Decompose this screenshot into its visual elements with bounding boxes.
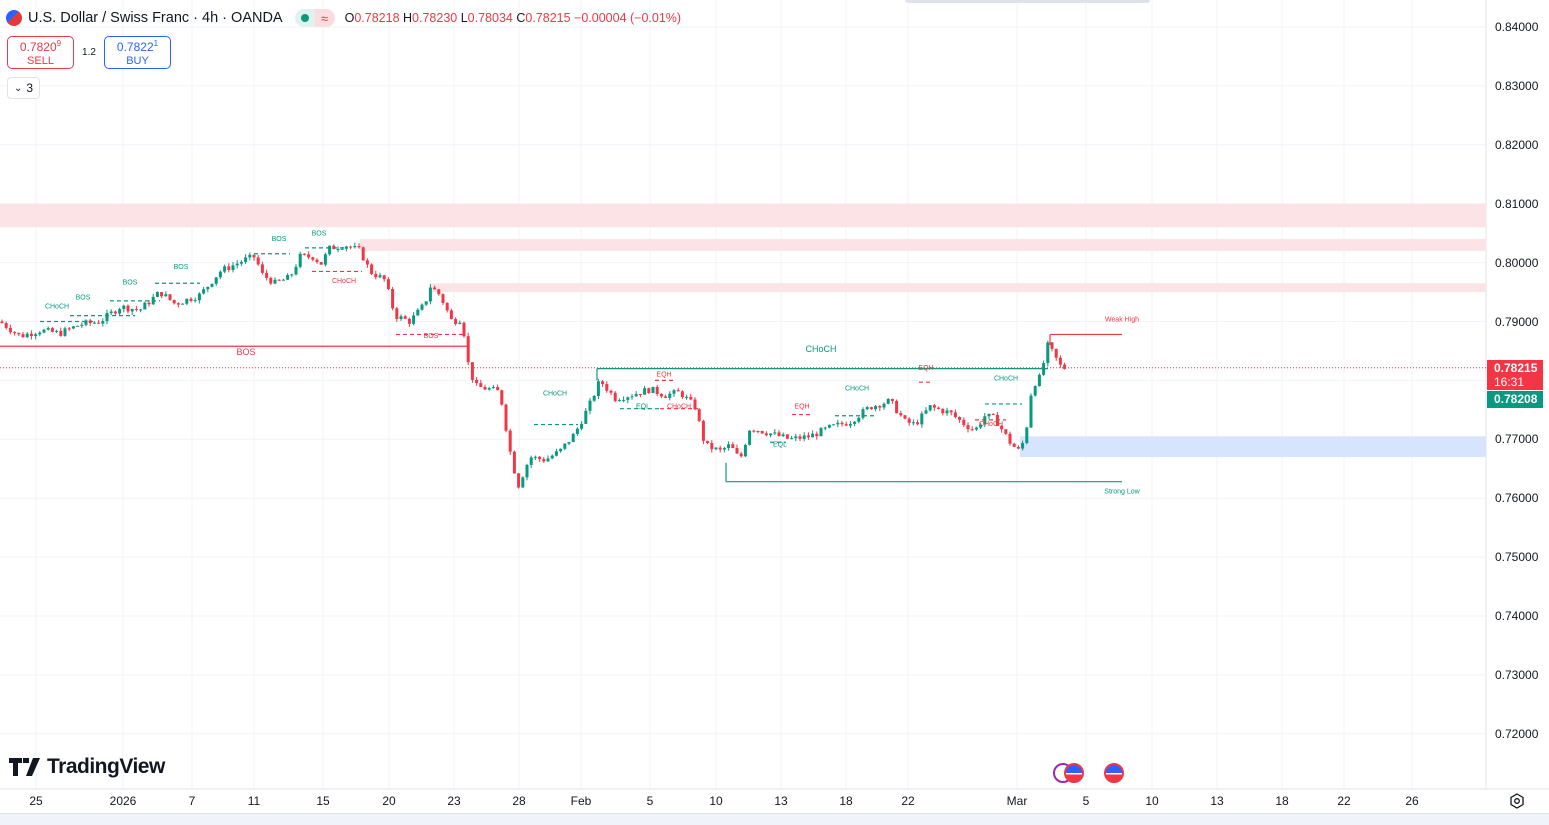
time-axis-label: Mar [1006,794,1028,808]
structure-label: BOS [174,264,189,271]
structure-label: CHoCH [845,385,869,392]
structure-label: BOS [76,295,91,302]
price-axis-label: 0.75000 [1495,550,1539,565]
chevron-down-icon: ⌄ [14,82,23,94]
time-axis-label: 18 [839,794,853,808]
structure-label: EQL [773,441,787,448]
bid-price-tag: 0.78208 [1487,391,1543,408]
structure-label: CHoCH [332,278,356,285]
price-axis-label: 0.77000 [1495,432,1539,447]
structure-label: CHoCH [45,304,69,311]
trade-buttons: 0.78209 SELL 1.2 0.78221 BUY [7,36,171,69]
time-axis-label: 26 [1405,794,1419,808]
structure-label: EQH [656,371,671,378]
bar-countdown: 16:31 [1494,375,1525,389]
data-delayed-wave-icon: ≈ [314,9,335,27]
time-axis-label: 22 [1337,794,1351,808]
indicators-toggle-button[interactable]: ⌄ 3 [7,77,41,99]
time-axis-label: 23 [447,794,461,808]
price-axis-label: 0.81000 [1495,196,1539,211]
price-axis-label: 0.79000 [1495,314,1539,329]
change-value: −0.00004 (−0.01%) [574,11,682,25]
structure-label: Strong Low [1104,488,1140,495]
time-axis-label: 28 [512,794,526,808]
structure-label: Weak High [1105,317,1139,324]
top-drag-handle[interactable] [905,0,1150,3]
price-axis-label: 0.83000 [1495,78,1539,93]
structure-label: EQL [636,404,650,411]
time-axis-label: 11 [247,794,261,808]
structure-label: BOS [312,231,327,238]
price-axis-label: 0.74000 [1495,609,1539,623]
symbol-header: U.S. Dollar / Swiss Franc · 4h · OANDA ≈… [6,9,681,27]
time-axis-label: 25 [29,794,43,808]
structure-label: EQH [794,404,809,411]
tradingview-logo[interactable]: TradingView [9,755,165,779]
time-axis[interactable]: 25 2026 7 11 15 20 23 28 Feb 5 10 13 18 22 Mar 5 10 13 18 2… [0,789,1549,813]
structure-label: BOS [123,279,138,286]
market-open-dot-icon [294,9,315,27]
price-axis[interactable]: 0.84000 0.83000 0.82000 0.81000 0.80000 0.790… [1486,0,1549,789]
usd-chf-flag-icon [6,10,22,26]
structure-label: BOS [272,236,287,243]
price-axis-label: 0.84000 [1495,20,1539,34]
settings-gear-icon[interactable] [1509,793,1525,809]
time-axis-label: 10 [1145,794,1159,808]
time-axis-label: Feb [570,794,592,808]
price-axis-label: 0.73000 [1495,667,1539,682]
structure-label: CHoCH [994,375,1018,382]
time-axis-label: 18 [1275,794,1289,808]
structure-label: CHoCH [667,404,691,411]
structure-label: BOS [424,333,439,340]
status-pill[interactable]: ≈ [294,9,335,27]
structure-label: CHoCH [979,421,1003,428]
sell-button[interactable]: 0.78209 SELL [7,36,74,69]
time-axis-label: 2026 [109,794,137,808]
buy-button[interactable]: 0.78221 BUY [104,36,171,69]
structure-label: EQH [918,365,933,372]
time-axis-label: 13 [774,794,788,808]
ohlc-values: O0.78218 H0.78230 L0.78034 C0.78215 −0.0… [344,11,682,25]
tradingview-mark-icon [9,758,40,776]
structure-label: BOS [236,347,255,357]
time-axis-label: 7 [188,794,196,808]
price-axis-label: 0.72000 [1495,726,1539,741]
time-axis-label: 20 [382,794,396,808]
indicator-count: 3 [26,81,34,95]
spread-value: 1.2 [82,47,96,58]
us-economic-event-icon[interactable] [1064,763,1084,783]
time-axis-label: 22 [901,794,915,808]
us-economic-event-icon[interactable] [1104,763,1124,783]
time-axis-label: 13 [1210,794,1224,808]
time-axis-label: 5 [646,794,654,808]
current-price-tag: 0.78215 16:31 [1487,360,1543,390]
bottom-panel-border [0,813,1549,825]
price-axis-label: 0.82000 [1495,137,1539,152]
time-axis-label: 10 [709,794,723,808]
price-axis-label: 0.80000 [1495,255,1539,270]
symbol-title[interactable]: U.S. Dollar / Swiss Franc · 4h · OANDA [28,10,283,26]
structure-label: CHoCH [805,344,836,354]
structure-label: CHoCH [543,391,567,398]
time-axis-label: 15 [316,794,330,808]
time-axis-label: 5 [1082,794,1090,808]
price-axis-label: 0.76000 [1495,491,1539,506]
